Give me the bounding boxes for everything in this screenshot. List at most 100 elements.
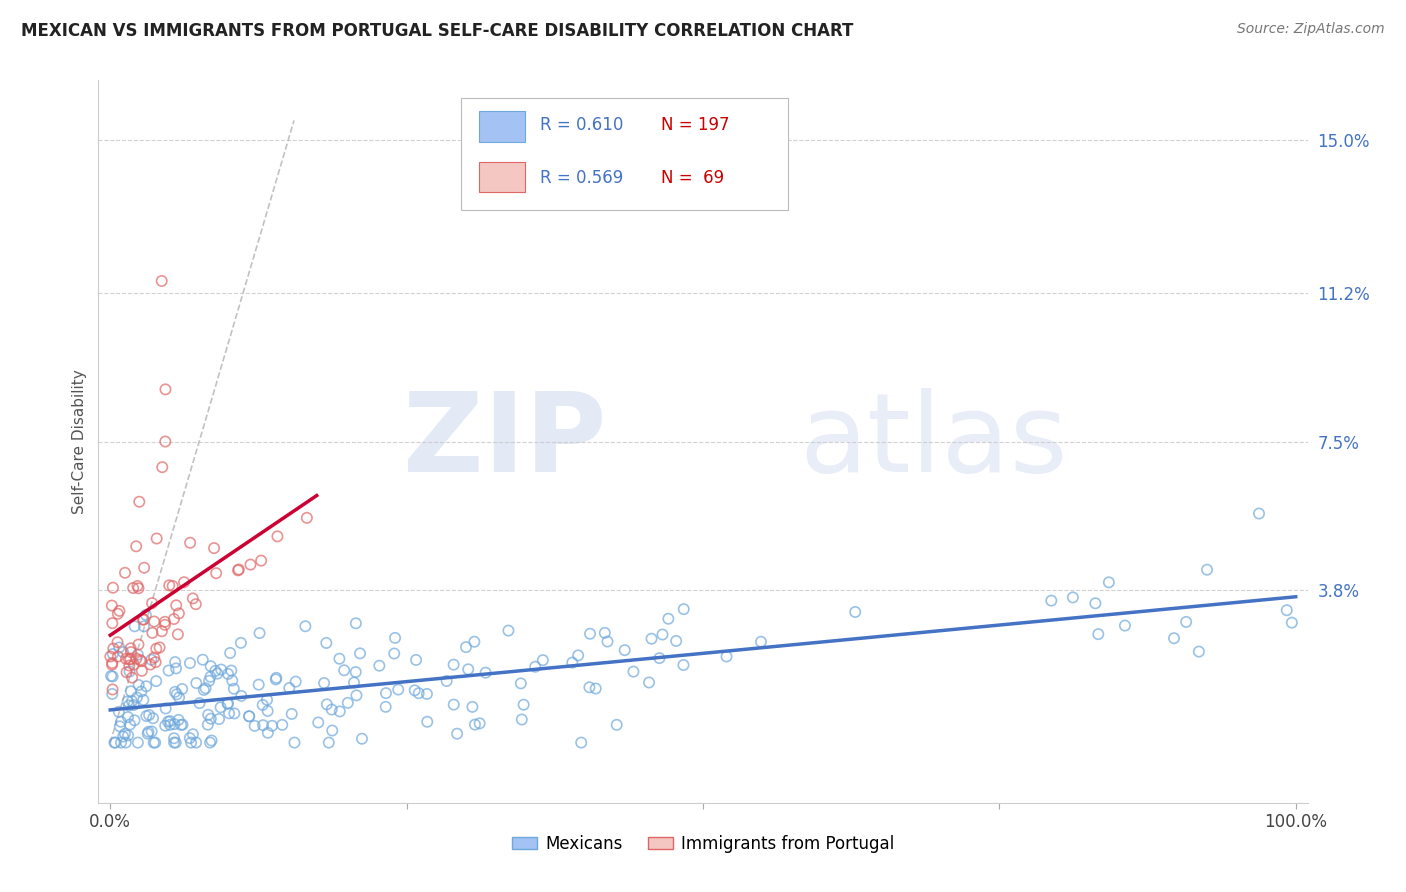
Point <box>657 612 679 626</box>
Point <box>118 717 141 731</box>
Point <box>101 687 124 701</box>
Point <box>1087 627 1109 641</box>
Point <box>112 730 135 744</box>
Point <box>217 667 239 681</box>
Point <box>1281 615 1303 630</box>
Point <box>294 619 316 633</box>
Point <box>122 657 145 672</box>
Point <box>124 714 146 728</box>
Point <box>131 664 153 678</box>
Point <box>382 647 405 661</box>
Point <box>121 671 143 685</box>
Point <box>115 652 138 666</box>
Point <box>197 707 219 722</box>
Point <box>188 696 211 710</box>
Point <box>307 715 329 730</box>
Point <box>120 645 142 659</box>
Point <box>329 705 352 719</box>
Point <box>404 683 426 698</box>
Point <box>221 664 243 678</box>
Point <box>110 735 132 749</box>
Point <box>207 666 229 681</box>
Point <box>101 647 124 661</box>
Point <box>202 541 225 555</box>
Point <box>221 673 243 688</box>
Point <box>121 694 143 708</box>
Point <box>132 613 155 627</box>
Point <box>135 679 157 693</box>
Point <box>266 671 288 685</box>
Point <box>127 648 149 662</box>
Point <box>578 681 600 695</box>
Point <box>257 726 280 740</box>
Point <box>567 648 589 663</box>
Legend: Mexicans, Immigrants from Portugal: Mexicans, Immigrants from Portugal <box>505 828 901 860</box>
Point <box>122 698 145 712</box>
Point <box>260 719 283 733</box>
Point <box>167 713 190 727</box>
Point <box>193 683 215 698</box>
Point <box>145 532 167 546</box>
Point <box>416 714 439 729</box>
Point <box>250 554 273 568</box>
Point <box>163 717 186 731</box>
Point <box>256 704 278 718</box>
Point <box>101 616 124 631</box>
Point <box>181 727 204 741</box>
Point <box>648 651 671 665</box>
Point <box>464 717 486 731</box>
Point <box>229 636 252 650</box>
Point <box>181 591 204 606</box>
Point <box>454 640 477 654</box>
Point <box>150 274 173 288</box>
Point <box>200 659 222 673</box>
Point <box>436 673 458 688</box>
Point <box>98 649 121 664</box>
Point <box>252 718 274 732</box>
Point <box>131 654 153 668</box>
Point <box>117 710 139 724</box>
Point <box>209 700 232 714</box>
Point <box>141 653 163 667</box>
Point <box>167 627 190 641</box>
Point <box>124 619 146 633</box>
Point <box>593 625 616 640</box>
Point <box>127 735 149 749</box>
Point <box>585 681 607 696</box>
Point <box>179 731 201 745</box>
Point <box>118 698 141 713</box>
Point <box>194 681 217 696</box>
Point <box>266 529 288 543</box>
Point <box>209 663 232 677</box>
Point <box>408 686 430 700</box>
Point <box>120 652 142 666</box>
Point <box>118 665 141 679</box>
Text: MEXICAN VS IMMIGRANTS FROM PORTUGAL SELF-CARE DISABILITY CORRELATION CHART: MEXICAN VS IMMIGRANTS FROM PORTUGAL SELF… <box>21 22 853 40</box>
Point <box>135 607 157 622</box>
Point <box>129 653 152 667</box>
Point <box>222 681 245 696</box>
Point <box>136 726 159 740</box>
Point <box>103 641 125 656</box>
Point <box>256 693 278 707</box>
Point <box>132 612 155 626</box>
Point <box>217 697 239 711</box>
Point <box>638 675 661 690</box>
Point <box>108 640 131 655</box>
Point <box>101 581 124 595</box>
Point <box>179 535 201 549</box>
Point <box>344 616 367 631</box>
Point <box>375 686 398 700</box>
Text: ZIP: ZIP <box>404 388 606 495</box>
Point <box>118 652 141 666</box>
Point <box>200 733 222 747</box>
Point <box>101 669 124 683</box>
Point <box>142 711 165 725</box>
Point <box>125 690 148 705</box>
Point <box>204 664 226 678</box>
Point <box>114 566 136 580</box>
Point <box>1247 507 1270 521</box>
Point <box>252 698 274 712</box>
Point <box>200 712 222 726</box>
Point <box>350 731 373 746</box>
